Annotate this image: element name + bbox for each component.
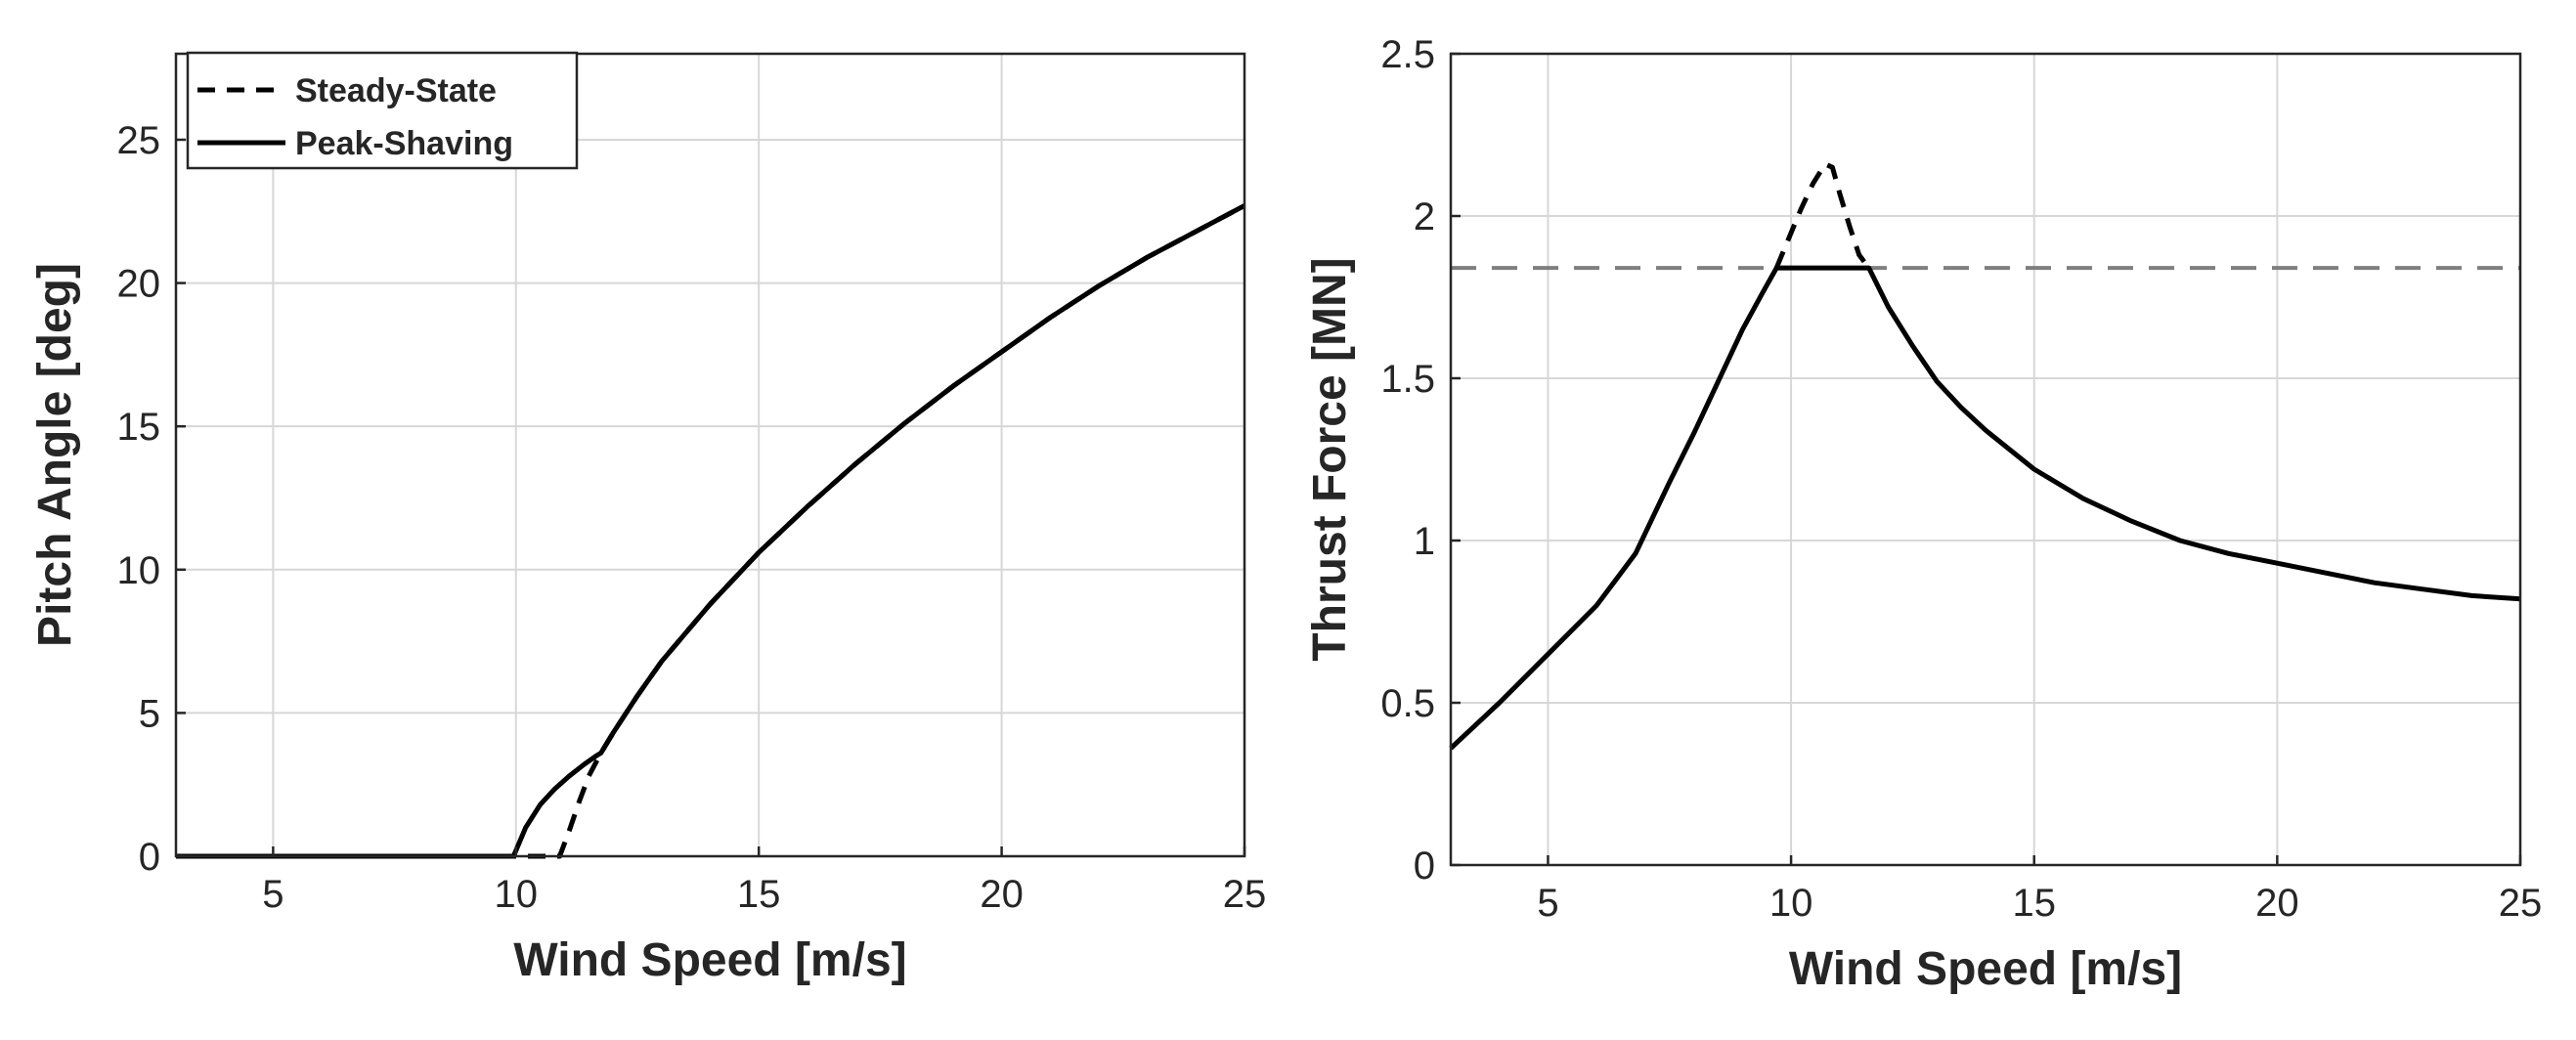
pitch-angle-chart: 5 10 15 20 25 0 5 10 15 20 25 Wind Speed [m/s] Pit… — [29, 51, 1267, 986]
pitch-x-tick-label: 25 — [1223, 873, 1267, 916]
pitch-x-tick-label: 20 — [980, 873, 1024, 916]
thrust-force-chart: 5 10 15 20 25 0 0.5 1 1.5 2 2.5 Wind Speed [m/s] T… — [1304, 33, 2542, 995]
thrust-y-tick-label: 1 — [1414, 520, 1435, 563]
pitch-y-tick-label: 5 — [139, 692, 160, 735]
pitch-series-steady-state — [176, 203, 1246, 859]
pitch-x-tick-label: 15 — [737, 873, 781, 916]
pitch-axes-frame — [174, 52, 1246, 858]
thrust-x-tick-label: 5 — [1537, 882, 1558, 925]
thrust-y-tick-label: 0.5 — [1380, 682, 1435, 725]
thrust-series-steady-state — [1773, 161, 1871, 270]
legend-box — [186, 51, 579, 170]
thrust-y-axis-label: Thrust Force [MN] — [1304, 257, 1356, 661]
pitch-x-tick-label: 10 — [495, 873, 539, 916]
thrust-x-tick-label: 15 — [2012, 882, 2056, 925]
pitch-series-peak-shaving — [176, 203, 1246, 859]
thrust-y-tick-label: 2.5 — [1380, 33, 1435, 76]
pitch-y-tick-label: 25 — [117, 119, 161, 162]
pitch-x-tick-label: 5 — [262, 873, 284, 916]
pitch-y-axis-label: Pitch Angle [deg] — [29, 263, 81, 647]
pitch-y-tick-label: 10 — [117, 549, 161, 592]
legend-label-steady-state: Steady-State — [295, 72, 497, 109]
thrust-x-tick-label: 25 — [2499, 882, 2543, 925]
pitch-x-axis-label: Wind Speed [m/s] — [513, 934, 906, 986]
thrust-x-axis-label: Wind Speed [m/s] — [1789, 943, 2182, 995]
legend-label-peak-shaving: Peak-Shaving — [295, 125, 513, 162]
pitch-y-tick-label: 15 — [117, 406, 161, 449]
legend: Steady-State Peak-Shaving — [186, 51, 579, 170]
thrust-x-tick-label: 10 — [1769, 882, 1813, 925]
pitch-y-tick-label: 0 — [139, 836, 160, 879]
thrust-y-tick-label: 1.5 — [1380, 358, 1435, 401]
thrust-series-peak-shaving — [1449, 265, 2521, 751]
pitch-y-tick-label: 20 — [117, 263, 161, 306]
thrust-y-tick-label: 0 — [1414, 845, 1435, 888]
thrust-y-tick-label: 2 — [1414, 195, 1435, 238]
thrust-x-tick-label: 20 — [2255, 882, 2299, 925]
thrust-axes-frame — [1449, 52, 2522, 867]
